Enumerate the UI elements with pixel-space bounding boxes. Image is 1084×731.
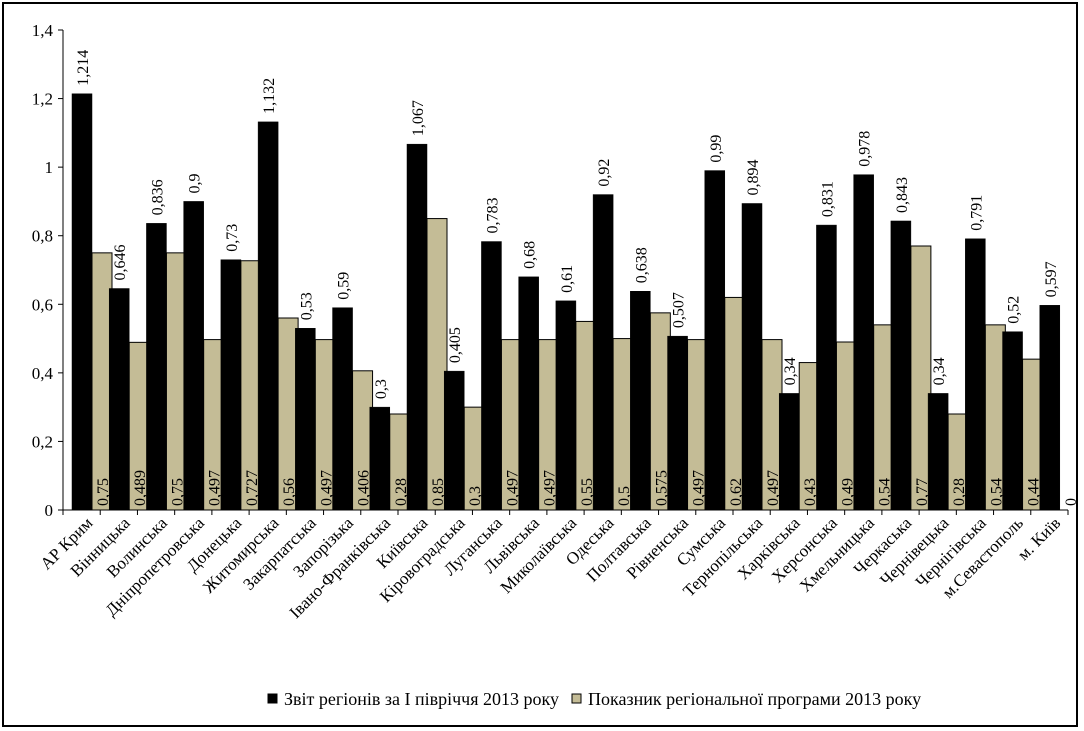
bar-series-1 bbox=[778, 393, 800, 511]
bar-series-1 bbox=[295, 328, 316, 511]
data-label-series-2: 0,406 bbox=[356, 470, 373, 506]
bar-series-1 bbox=[853, 174, 874, 511]
data-label-series-2: 0,75 bbox=[95, 478, 112, 506]
data-label-series-2: 0,54 bbox=[988, 478, 1005, 506]
y-tick-label: 0 bbox=[45, 501, 54, 520]
data-label-series-1: 0,507 bbox=[671, 292, 688, 328]
bar-series-1 bbox=[183, 201, 204, 511]
legend-swatch-series-2 bbox=[571, 693, 582, 704]
bar-series-1 bbox=[704, 170, 726, 511]
data-label-series-2: 0,28 bbox=[393, 478, 410, 506]
data-label-series-2: 0,3 bbox=[467, 486, 484, 506]
bar-series-1 bbox=[406, 143, 428, 511]
data-label-series-1: 0,843 bbox=[894, 177, 911, 213]
data-label-series-2: 0,497 bbox=[207, 470, 224, 506]
legend-label-series-1: Звіт регіонів за І півріччя 2013 року bbox=[284, 689, 559, 709]
bar-series-1 bbox=[965, 238, 986, 511]
data-label-series-1: 1,132 bbox=[261, 78, 278, 114]
data-label-series-1: 0,894 bbox=[745, 159, 762, 195]
data-label-series-1: 0,59 bbox=[336, 272, 353, 300]
data-label-series-1: 0,978 bbox=[857, 131, 874, 167]
data-label-series-2: 0,85 bbox=[430, 478, 447, 506]
data-label-series-1: 0,791 bbox=[968, 195, 985, 231]
data-label-series-1: 0,783 bbox=[484, 198, 501, 234]
data-label-series-2: 0,497 bbox=[542, 470, 559, 506]
data-label-series-2: 0,497 bbox=[765, 470, 782, 506]
bar-series-2 bbox=[910, 245, 932, 511]
bar-series-1 bbox=[1039, 305, 1061, 511]
data-label-series-1: 0,68 bbox=[522, 241, 539, 269]
data-label-series-2: 0,497 bbox=[318, 470, 335, 506]
data-label-series-1: 0,836 bbox=[149, 179, 166, 215]
data-label-series-1: 0,34 bbox=[931, 357, 948, 385]
legend-label-series-2: Показник регіональної програми 2013 року bbox=[588, 689, 921, 709]
bar-series-1 bbox=[592, 194, 614, 511]
data-label-series-2: 0,75 bbox=[169, 478, 186, 506]
data-label-series-1: 0,3 bbox=[373, 379, 390, 399]
data-label-series-1: 0,61 bbox=[559, 265, 576, 293]
bar-series-1 bbox=[332, 307, 353, 511]
bar-series-1 bbox=[667, 335, 688, 511]
data-label-series-2: 0,5 bbox=[616, 486, 633, 506]
data-label-series-1: 0,73 bbox=[224, 224, 241, 252]
bar-series-1 bbox=[741, 203, 763, 511]
data-label-series-2: 0,49 bbox=[839, 478, 856, 506]
y-tick-label: 0,2 bbox=[32, 432, 53, 451]
data-label-series-2: 0,54 bbox=[877, 478, 894, 506]
data-label-series-1: 1,067 bbox=[410, 100, 427, 136]
bar-series-1 bbox=[443, 370, 465, 511]
data-label-series-2: 0,55 bbox=[579, 478, 596, 506]
data-label-series-2: 0,43 bbox=[802, 478, 819, 506]
data-label-series-2: 0,62 bbox=[728, 478, 745, 506]
bar-series-1 bbox=[257, 121, 279, 511]
bar-series-1 bbox=[890, 220, 912, 511]
bar-series-1 bbox=[630, 291, 651, 511]
bar-series-1 bbox=[71, 93, 93, 511]
data-label-series-1: 0,831 bbox=[819, 181, 836, 217]
data-label-series-2: 0,44 bbox=[1026, 478, 1043, 506]
y-tick-label: 0,4 bbox=[32, 364, 54, 383]
category-label: м. Київ bbox=[1014, 513, 1065, 564]
bar-series-1 bbox=[481, 241, 502, 511]
y-tick-label: 0,8 bbox=[32, 227, 53, 246]
data-label-series-1: 0,92 bbox=[596, 159, 613, 187]
data-label-series-1: 0,646 bbox=[112, 245, 129, 281]
data-label-series-2: 0,489 bbox=[132, 470, 149, 506]
y-tick-label: 1 bbox=[45, 158, 54, 177]
bar-series-2 bbox=[426, 218, 448, 511]
legend-swatch-series-1 bbox=[267, 693, 278, 704]
data-label-series-1: 0,53 bbox=[298, 292, 315, 320]
data-label-series-2: 0,575 bbox=[653, 470, 670, 506]
bar-series-1 bbox=[146, 223, 167, 511]
data-label-series-2: 0,77 bbox=[914, 478, 931, 506]
bar-series-1 bbox=[108, 288, 130, 511]
bar-series-1 bbox=[927, 393, 949, 511]
y-tick-label: 1,4 bbox=[32, 21, 54, 40]
bar-series-1 bbox=[816, 224, 837, 511]
bar-series-1 bbox=[369, 406, 391, 511]
data-label-series-2: 0 bbox=[1063, 498, 1076, 506]
data-label-series-2: 0,497 bbox=[691, 470, 708, 506]
bar-series-1 bbox=[518, 276, 539, 511]
data-label-series-2: 0,28 bbox=[951, 478, 968, 506]
y-tick-label: 1,2 bbox=[32, 90, 53, 109]
data-label-series-1: 0,405 bbox=[447, 327, 464, 363]
data-label-series-1: 0,52 bbox=[1006, 296, 1023, 324]
data-label-series-1: 0,99 bbox=[708, 135, 725, 163]
data-label-series-2: 0,56 bbox=[281, 478, 298, 506]
data-label-series-1: 0,9 bbox=[187, 173, 204, 193]
data-label-series-2: 0,497 bbox=[504, 470, 521, 506]
data-label-series-2: 0,727 bbox=[244, 470, 261, 506]
bar-series-1 bbox=[220, 259, 242, 511]
data-label-series-1: 1,214 bbox=[75, 50, 92, 86]
data-label-series-1: 0,597 bbox=[1043, 261, 1060, 297]
data-label-series-1: 0,638 bbox=[633, 247, 650, 283]
bar-series-1 bbox=[1002, 331, 1023, 511]
y-tick-label: 0,6 bbox=[32, 295, 53, 314]
data-label-series-1: 0,34 bbox=[782, 357, 799, 385]
bar-series-1 bbox=[555, 300, 577, 511]
